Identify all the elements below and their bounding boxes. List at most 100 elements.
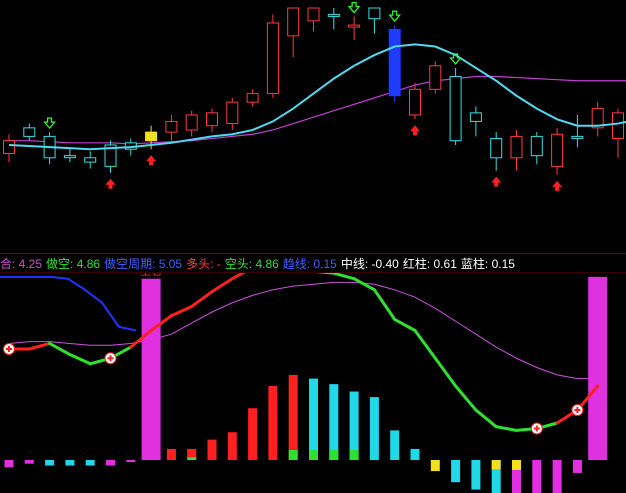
candle-body <box>388 28 401 97</box>
main-line-segment <box>474 408 498 429</box>
indicator-bar <box>4 460 14 468</box>
candle <box>348 16 361 41</box>
indicator-bar <box>227 432 237 460</box>
indicator-bar <box>390 430 400 460</box>
candle <box>266 14 279 98</box>
main-line-segment <box>210 277 234 294</box>
legend-value: 0.61 <box>433 257 457 271</box>
candle <box>449 67 462 145</box>
candle-body <box>612 112 624 140</box>
sell-arrow-icon <box>347 1 361 14</box>
candle <box>287 7 300 58</box>
indicator-bar <box>552 460 562 493</box>
bar-segment <box>166 448 176 460</box>
bar-segment <box>309 450 318 460</box>
candle-body <box>23 127 36 137</box>
bar-segment <box>268 386 278 460</box>
legend-item: 做空周期: 5.05 <box>104 257 182 271</box>
legend-label: 中线: <box>340 257 372 271</box>
candle-body <box>490 138 503 159</box>
candle-body <box>226 101 239 125</box>
bar-segment <box>187 457 197 460</box>
candle <box>3 134 15 163</box>
sell-arrow-icon <box>43 117 56 130</box>
main-line-segment <box>48 341 72 357</box>
legend-item: 趋线: 0.15 <box>283 257 337 271</box>
legend-label: 做空周期: <box>104 257 159 271</box>
legend-label: 趋线: <box>282 257 314 271</box>
buy-arrow-icon <box>491 176 502 187</box>
candle <box>429 61 442 94</box>
bar-segment <box>390 430 400 460</box>
candle-body <box>429 65 442 90</box>
bar-segment <box>207 439 217 460</box>
legend-value: 4.86 <box>255 257 279 271</box>
bar-segment <box>126 460 136 462</box>
candle <box>530 132 543 165</box>
legend-label: 做空: <box>46 257 77 271</box>
main-line-segment <box>393 317 417 332</box>
bar-segment <box>309 378 318 460</box>
legend-value: 4.86 <box>76 257 101 271</box>
main-line-segment <box>352 277 376 292</box>
indicator-bar <box>512 460 521 493</box>
indicator-bar <box>491 460 501 493</box>
candle-body <box>591 108 604 129</box>
indicator-bar <box>572 460 582 473</box>
indicator-bar <box>126 460 136 462</box>
main-line-segment <box>332 273 356 281</box>
candle-body <box>551 133 564 167</box>
bar-segment <box>572 460 582 473</box>
indicator-chart[interactable]: 全仓 <box>0 273 626 493</box>
candle-body <box>409 88 421 116</box>
main-line-segment <box>433 356 458 388</box>
bar-segment <box>491 460 501 493</box>
legend-item: 红柱: 0.61 <box>403 257 457 271</box>
bar-segment <box>512 460 521 470</box>
indicator-bar <box>65 460 75 466</box>
buy-arrow-icon <box>105 178 116 189</box>
indicator-bar <box>430 460 440 472</box>
indicator-bar <box>369 397 379 460</box>
bar-segment <box>410 448 420 460</box>
bar-segment <box>187 448 197 460</box>
bar-segment <box>532 460 542 493</box>
legend-label: 多头: <box>186 257 217 271</box>
candle-body <box>368 7 381 20</box>
ma-fast-line <box>8 43 626 151</box>
bar-segment <box>227 432 237 460</box>
bar-segment <box>329 384 339 460</box>
indicator-bar <box>309 378 318 460</box>
candle <box>165 115 178 141</box>
candlestick-chart[interactable] <box>0 0 626 253</box>
candle <box>551 127 564 175</box>
legend-item: 蓝柱: 0.15 <box>461 257 515 271</box>
indicator-bar <box>588 276 608 460</box>
bar-segment <box>65 460 75 466</box>
bar-segment <box>45 460 55 466</box>
bar-segment <box>288 374 298 460</box>
blue-trend-line <box>0 275 137 332</box>
candle-body <box>469 112 482 122</box>
legend-label: 蓝柱: <box>460 257 492 271</box>
sell-arrow-icon <box>388 10 401 23</box>
main-line-segment <box>494 425 518 432</box>
indicator-bar <box>288 374 298 460</box>
candle <box>591 102 604 137</box>
candle <box>307 7 320 32</box>
main-line-segment <box>454 384 478 412</box>
indicator-bar <box>532 460 542 493</box>
bar-segment <box>552 460 562 493</box>
bar-segment <box>491 460 501 470</box>
indicator-bar <box>24 460 34 464</box>
candle-body <box>145 131 158 142</box>
indicator-legend: 合: 4.25 做空: 4.86 做空周期: 5.05 多头: - 空头: 4.86 趋线… <box>0 256 519 272</box>
candle <box>104 140 117 173</box>
legend-label: 合: <box>0 257 19 271</box>
bar-segment <box>369 397 379 460</box>
candle-body <box>104 144 117 167</box>
main-line-segment <box>372 288 397 321</box>
indicator-bar <box>329 384 339 460</box>
candle-body <box>185 114 198 131</box>
candle <box>63 149 76 163</box>
